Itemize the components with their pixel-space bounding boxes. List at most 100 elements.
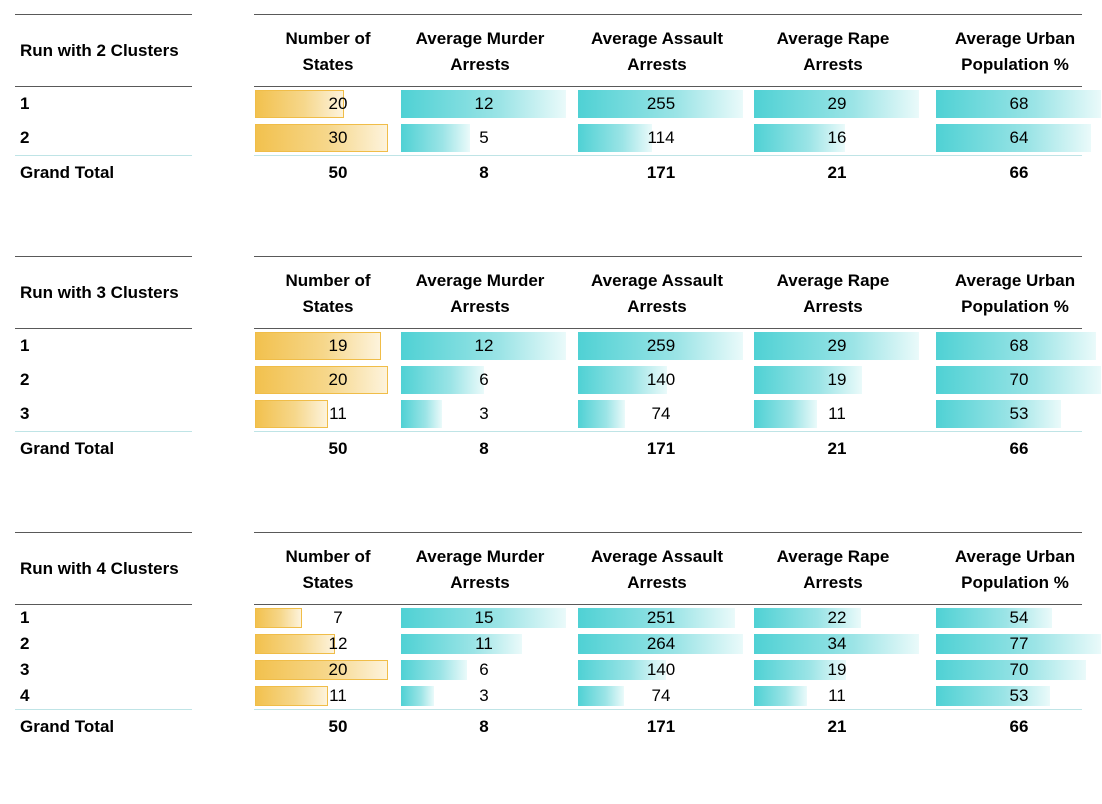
row-label: 2 — [20, 128, 30, 147]
grand-total-value: 66 — [1009, 163, 1029, 182]
column-header: Average Rape Arrests — [776, 29, 890, 74]
data-cell: 7 — [255, 606, 421, 630]
pivot-title: Run with 3 Clusters — [20, 283, 179, 302]
column-header: Number of States — [285, 271, 371, 316]
data-cell: 11 — [754, 398, 920, 430]
metric-data-bar — [578, 124, 652, 152]
grand-total-label: Grand Total — [20, 717, 115, 736]
count-data-bar — [255, 660, 388, 680]
column-header: Average Assault Arrests — [591, 271, 723, 316]
column-header: Number of States — [285, 29, 371, 74]
metric-data-bar — [936, 366, 1101, 394]
metric-data-bar — [936, 660, 1086, 680]
data-cell: 11 — [255, 398, 421, 430]
cell-value: 11 — [329, 404, 347, 423]
total-row-separator — [15, 709, 192, 710]
data-cell: 20 — [255, 658, 421, 682]
cell-value: 74 — [651, 686, 671, 705]
cell-value: 12 — [328, 634, 348, 653]
header-bottom-rule-columns — [254, 604, 1082, 605]
metric-data-bar — [578, 634, 743, 654]
metric-data-bar — [754, 634, 919, 654]
column-header: Average Murder Arrests — [415, 271, 545, 316]
metric-data-bar — [936, 332, 1096, 360]
cell-value: 11 — [475, 634, 493, 653]
data-cell: 68 — [936, 330, 1102, 362]
column-header: Average Murder Arrests — [415, 29, 545, 74]
data-cell: 12 — [255, 632, 421, 656]
count-data-bar — [255, 634, 335, 654]
column-header: Average Assault Arrests — [591, 547, 723, 592]
row-label: 1 — [20, 336, 30, 355]
count-data-bar — [255, 124, 388, 152]
metric-data-bar — [754, 90, 919, 118]
metric-data-bar — [401, 634, 522, 654]
data-cell: 54 — [936, 606, 1102, 630]
column-header: Average Assault Arrests — [591, 29, 723, 74]
data-cell: 77 — [936, 632, 1102, 656]
metric-data-bar — [754, 400, 817, 428]
metric-data-bar — [936, 124, 1091, 152]
data-cell: 29 — [754, 330, 920, 362]
data-cell: 12 — [401, 330, 567, 362]
pivot-table-1: Run with 2 Clusters Number of States Avera… — [0, 14, 1102, 206]
total-row-separator — [254, 709, 1082, 710]
cell-value: 70 — [1009, 370, 1029, 389]
data-cell: 29 — [754, 88, 920, 120]
metric-data-bar — [754, 124, 845, 152]
cell-value: 30 — [328, 128, 348, 147]
metric-data-bar — [754, 608, 861, 628]
grand-total-value: 21 — [827, 717, 847, 736]
grand-total-value: 50 — [328, 163, 348, 182]
count-data-bar — [255, 90, 344, 118]
data-cell: 19 — [754, 658, 920, 682]
data-cell: 19 — [754, 364, 920, 396]
cell-value: 74 — [651, 404, 671, 423]
count-data-bar — [255, 366, 388, 394]
cell-value: 6 — [479, 370, 489, 389]
cell-value: 16 — [827, 128, 847, 147]
data-cell: 22 — [754, 606, 920, 630]
cell-value: 5 — [479, 128, 489, 147]
metric-data-bar — [401, 90, 566, 118]
cell-value: 20 — [328, 370, 348, 389]
cell-value: 77 — [1009, 634, 1029, 653]
cell-value: 264 — [646, 634, 676, 653]
grand-total-label: Grand Total — [20, 439, 115, 458]
cell-value: 19 — [328, 336, 348, 355]
data-cell: 264 — [578, 632, 744, 656]
cell-value: 34 — [827, 634, 847, 653]
data-cell: 255 — [578, 88, 744, 120]
data-cell: 20 — [255, 364, 421, 396]
cell-value: 68 — [1009, 94, 1029, 113]
cell-value: 140 — [646, 660, 676, 679]
data-cell: 74 — [578, 684, 744, 708]
metric-data-bar — [401, 686, 434, 706]
column-header: Number of States — [285, 547, 371, 592]
cell-value: 19 — [827, 370, 847, 389]
grand-total-value: 8 — [479, 163, 489, 182]
cell-value: 68 — [1009, 336, 1029, 355]
grand-total-value: 8 — [479, 439, 489, 458]
row-label: 2 — [20, 634, 30, 653]
data-cell: 53 — [936, 684, 1102, 708]
data-cell: 3 — [401, 398, 567, 430]
metric-data-bar — [754, 366, 862, 394]
cell-value: 64 — [1009, 128, 1029, 147]
grand-total-label: Grand Total — [20, 163, 115, 182]
pivot-table-3: Run with 4 Clusters Number of States Avera… — [0, 532, 1102, 804]
data-cell: 70 — [936, 658, 1102, 682]
grand-total-value: 8 — [479, 717, 489, 736]
column-header: Average Rape Arrests — [776, 547, 890, 592]
grand-total-value: 66 — [1009, 439, 1029, 458]
grand-total-value: 50 — [328, 717, 348, 736]
cell-value: 3 — [479, 404, 489, 423]
cell-value: 11 — [828, 686, 846, 705]
header-top-rule-columns — [254, 532, 1082, 533]
count-data-bar — [255, 608, 302, 628]
row-label: 2 — [20, 370, 30, 389]
count-data-bar — [255, 686, 328, 706]
header-top-rule-label — [15, 14, 192, 15]
data-cell: 251 — [578, 606, 744, 630]
column-header: Average Rape Arrests — [776, 271, 890, 316]
